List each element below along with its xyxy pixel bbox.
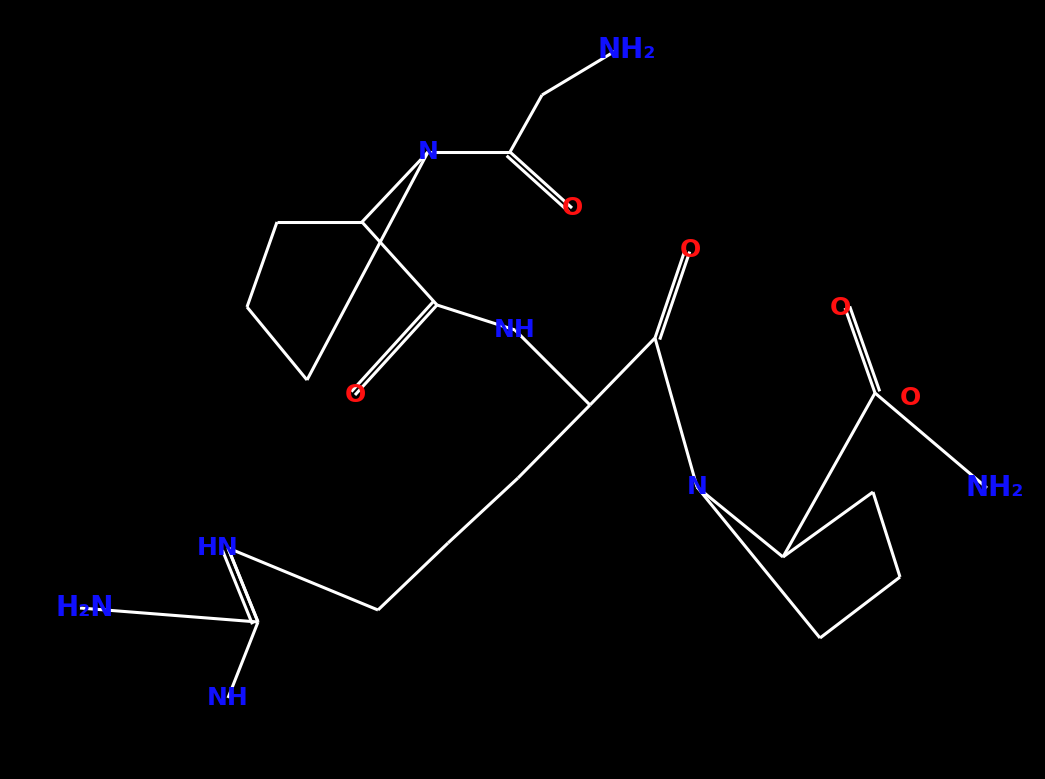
Text: NH: NH [494, 318, 536, 342]
Text: O: O [900, 386, 921, 410]
Text: NH₂: NH₂ [598, 36, 656, 64]
Text: NH₂: NH₂ [966, 474, 1024, 502]
Text: O: O [345, 383, 366, 407]
Text: O: O [679, 238, 700, 262]
Text: O: O [830, 296, 851, 320]
Text: NH: NH [207, 686, 249, 710]
Text: HN: HN [198, 536, 239, 560]
Text: O: O [561, 196, 583, 220]
Text: N: N [418, 140, 439, 164]
Text: N: N [687, 475, 707, 499]
Text: H₂N: H₂N [55, 594, 114, 622]
